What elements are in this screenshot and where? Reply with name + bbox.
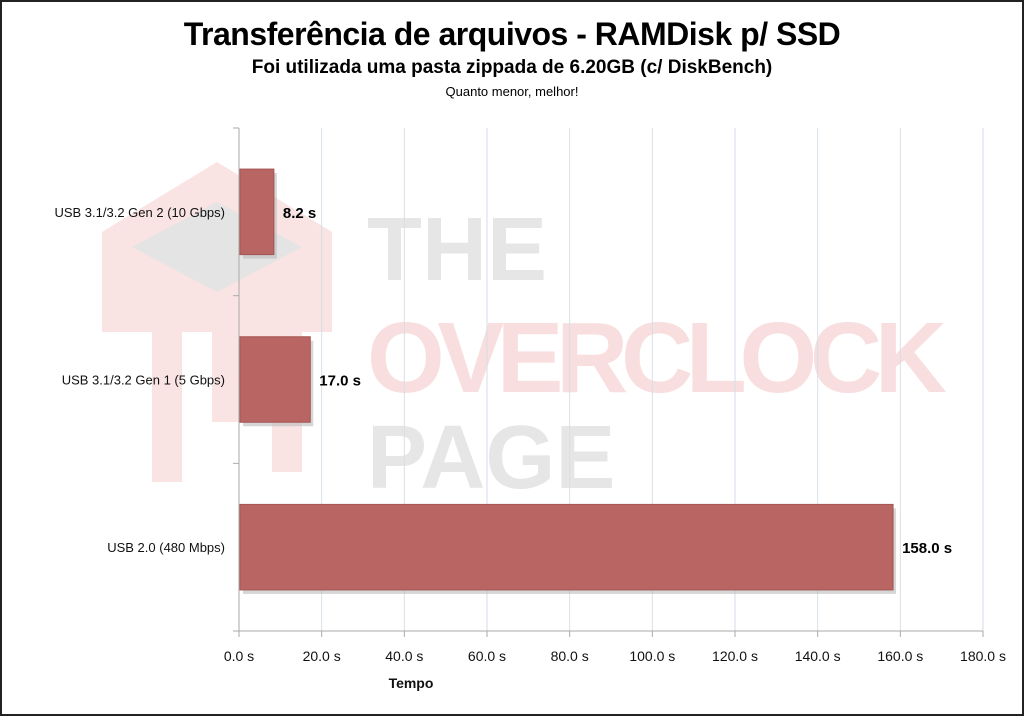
x-tick-label: 80.0 s [551,648,589,664]
watermark-text: THE [367,200,547,300]
category-label: USB 3.1/3.2 Gen 2 (10 Gbps) [54,205,225,220]
chart-title: Transferência de arquivos - RAMDisk p/ S… [183,16,841,52]
data-label: 158.0 s [902,540,952,557]
chart-note: Quanto menor, melhor! [445,84,579,99]
x-axis-title: Tempo [389,675,434,691]
x-tick-label: 60.0 s [468,648,506,664]
data-label: 17.0 s [319,373,361,390]
watermark-text: OVERCLOCK [367,302,947,414]
chart-subtitle: Foi utilizada uma pasta zippada de 6.20G… [251,57,773,78]
x-tick-label: 160.0 s [877,648,923,664]
bar [239,503,894,591]
bar [239,168,275,256]
x-tick-label: 0.0 s [224,648,254,664]
x-tick-label: 40.0 s [385,648,423,664]
category-label: USB 3.1/3.2 Gen 1 (5 Gbps) [62,373,225,388]
x-tick-label: 140.0 s [795,648,841,664]
data-label: 8.2 s [283,205,316,222]
x-tick-label: 120.0 s [712,648,758,664]
watermark-text: PAGE [367,408,615,508]
x-tick-label: 100.0 s [629,648,675,664]
category-label: USB 2.0 (480 Mbps) [107,540,225,555]
x-tick-label: 20.0 s [303,648,341,664]
x-tick-label: 180.0 s [960,648,1006,664]
bar [239,336,311,423]
